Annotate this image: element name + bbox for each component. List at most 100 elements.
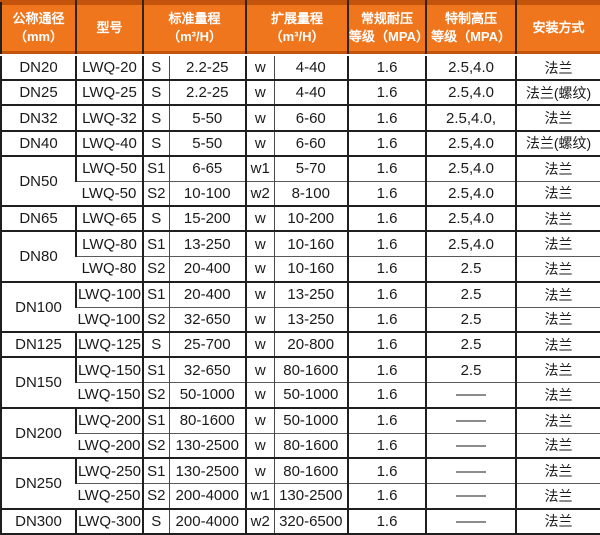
cell-model: LWQ-250 (76, 482, 143, 509)
cell-standard-code: S1 (142, 457, 169, 484)
cell-normal-pressure: 1.6 (347, 507, 427, 534)
table-body: DN20 LWQ-20 S 2.2-25 w 4-40 1.6 2.5,4.0 … (1, 53, 600, 534)
cell-extended-code: w (245, 104, 275, 131)
cell-standard-code: S1 (142, 406, 169, 434)
cell-standard-code: S2 (142, 432, 169, 459)
cell-standard-code: S1 (142, 356, 169, 383)
header-row: 公称通径 （mm） 型号 标准量程 （m³/H） 扩展量程 （m³/H） 常规耐… (1, 1, 600, 56)
cell-standard-range: 80-1600 (168, 406, 247, 434)
cell-extended-code: w (245, 406, 275, 434)
cell-special-pressure: 2.5,4.0 (425, 53, 517, 81)
cell-standard-code: S (142, 507, 169, 534)
cell-standard-code: S (142, 205, 169, 232)
cell-nominal-diameter: DN50 (1, 154, 76, 207)
table-row: DN100 LWQ-100 S1 20-400 w 13-250 1.6 2.5… (1, 280, 600, 333)
cell-installation: 法兰 (515, 154, 600, 182)
cell-normal-pressure: 1.6 (347, 53, 427, 81)
cell-extended-code: w1 (245, 154, 275, 182)
cell-extended-range: 80-1600 (273, 432, 349, 459)
cell-standard-code: S (142, 79, 169, 106)
table-row: LWQ-200 S2 130-2500 w 80-1600 1.6 —— 法兰 (1, 432, 600, 459)
cell-standard-code: S1 (142, 230, 169, 257)
cell-special-pressure: 2.5,4.0 (425, 230, 517, 257)
cell-special-pressure: 2.5 (425, 280, 517, 308)
cell-installation: 法兰 (515, 331, 600, 358)
cell-normal-pressure: 1.6 (347, 104, 427, 131)
cell-standard-range: 5-50 (168, 129, 247, 156)
cell-extended-code: w (245, 230, 275, 257)
cell-extended-range: 80-1600 (273, 457, 349, 484)
cell-extended-code: w (245, 432, 275, 459)
cell-model: LWQ-80 (75, 230, 143, 257)
header-normal-pressure: 常规耐压 等级（MPA） (347, 1, 429, 56)
cell-nominal-diameter: DN200 (1, 406, 76, 459)
table-row: DN150 LWQ-150 S1 32-650 w 80-1600 1.6 2.… (1, 356, 600, 408)
cell-installation: 法兰 (515, 256, 600, 282)
cell-installation: 法兰 (515, 482, 600, 509)
cell-normal-pressure: 1.6 (347, 457, 427, 484)
table-row: DN50 LWQ-50 S1 6-65 w1 5-70 1.6 2.5,4.0 … (1, 154, 600, 207)
cell-standard-code: S2 (142, 256, 169, 282)
cell-installation: 法兰 (515, 507, 600, 534)
cell-nominal-diameter: DN250 (1, 457, 76, 509)
header-line: 等级（MPA） (349, 29, 429, 44)
cell-standard-range: 13-250 (168, 230, 247, 257)
cell-extended-code: w2 (245, 180, 275, 207)
cell-standard-range: 32-650 (168, 306, 247, 333)
cell-model: LWQ-200 (75, 406, 143, 434)
cell-model: LWQ-125 (75, 331, 143, 358)
cell-model: LWQ-200 (76, 432, 143, 459)
table-row: DN25 LWQ-25 S 2.2-25 w 4-40 1.6 2.5,4.0 … (1, 79, 600, 106)
cell-installation: 法兰 (515, 205, 600, 232)
cell-standard-code: S (142, 331, 169, 358)
cell-standard-range: 20-400 (168, 280, 247, 308)
cell-special-pressure: 2.5,4.0 (425, 180, 517, 207)
cell-extended-range: 80-1600 (273, 356, 349, 383)
cell-model: LWQ-250 (75, 457, 143, 484)
cell-model: LWQ-40 (75, 129, 143, 156)
cell-normal-pressure: 1.6 (347, 256, 427, 282)
cell-extended-range: 50-1000 (273, 382, 349, 408)
cell-installation: 法兰 (515, 230, 600, 257)
cell-nominal-diameter: DN32 (1, 104, 76, 131)
table-row: LWQ-250 S2 200-4000 w1 130-2500 1.6 —— 法… (1, 482, 600, 509)
cell-model: LWQ-65 (75, 205, 143, 232)
cell-special-pressure: 2.5 (425, 331, 517, 358)
table-row: DN20 LWQ-20 S 2.2-25 w 4-40 1.6 2.5,4.0 … (1, 53, 600, 81)
cell-extended-code: w (245, 79, 275, 106)
cell-extended-range: 320-6500 (273, 507, 349, 534)
cell-model: LWQ-50 (76, 180, 143, 207)
header-line: （mm） (13, 29, 64, 44)
header-line: 扩展量程 (271, 11, 324, 27)
header-standard-range: 标准量程 （m³/H） (141, 1, 247, 56)
cell-extended-code: w (245, 280, 275, 308)
cell-normal-pressure: 1.6 (347, 356, 427, 383)
cell-extended-range: 10-160 (273, 230, 349, 257)
cell-standard-code: S1 (142, 280, 169, 308)
table-row: DN200 LWQ-200 S1 80-1600 w 50-1000 1.6 —… (1, 406, 600, 459)
cell-extended-code: w (245, 129, 275, 156)
cell-installation: 法兰 (515, 432, 600, 459)
cell-installation: 法兰 (515, 306, 600, 333)
cell-standard-code: S2 (142, 482, 169, 509)
cell-extended-range: 4-40 (273, 79, 349, 106)
cell-standard-range: 200-4000 (168, 507, 247, 534)
cell-nominal-diameter: DN300 (1, 507, 76, 534)
cell-special-pressure: —— (425, 406, 517, 434)
cell-model: LWQ-150 (75, 356, 143, 383)
header-line: 公称通径 (12, 11, 65, 27)
cell-special-pressure: 2.5 (425, 356, 517, 383)
header-line: 安装方式 (532, 20, 585, 36)
cell-extended-range: 6-60 (273, 104, 349, 131)
table-row: LWQ-50 S2 10-100 w2 8-100 1.6 2.5,4.0 法兰 (1, 180, 600, 207)
cell-nominal-diameter: DN150 (1, 356, 76, 408)
header-installation: 安装方式 (515, 1, 600, 56)
cell-nominal-diameter: DN80 (1, 230, 76, 282)
cell-extended-range: 5-70 (273, 154, 349, 182)
header-line: 等级（MPA） (431, 29, 511, 44)
cell-normal-pressure: 1.6 (347, 205, 427, 232)
cell-normal-pressure: 1.6 (347, 306, 427, 333)
cell-installation: 法兰 (515, 382, 600, 408)
cell-standard-range: 15-200 (168, 205, 247, 232)
